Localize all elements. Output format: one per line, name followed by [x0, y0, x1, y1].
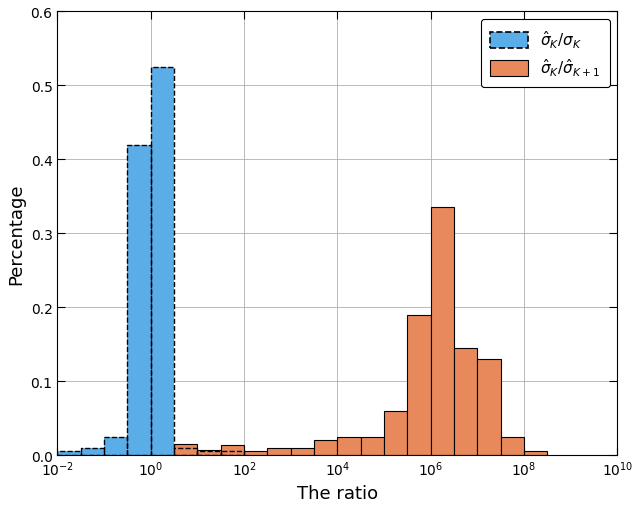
Bar — [221, 451, 244, 455]
Bar — [197, 450, 221, 455]
Y-axis label: Percentage: Percentage — [7, 183, 25, 285]
Bar — [104, 437, 127, 455]
Bar — [524, 451, 547, 455]
Bar — [314, 440, 337, 455]
Bar — [337, 437, 361, 455]
Bar — [174, 448, 197, 455]
Bar — [477, 359, 500, 455]
Bar — [174, 444, 197, 455]
Bar — [291, 448, 314, 455]
Bar — [81, 448, 104, 455]
Bar — [58, 451, 81, 455]
Bar — [174, 448, 197, 455]
Legend: $\hat{\sigma}_K/\sigma_K$, $\hat{\sigma}_K/\hat{\sigma}_{K+1}$: $\hat{\sigma}_K/\sigma_K$, $\hat{\sigma}… — [481, 20, 610, 88]
Bar — [127, 145, 150, 455]
Bar — [197, 451, 221, 455]
Bar — [407, 315, 431, 455]
Bar — [244, 451, 268, 455]
Bar — [268, 448, 291, 455]
Bar — [384, 411, 407, 455]
Bar — [81, 448, 104, 455]
Bar — [221, 451, 244, 455]
X-axis label: The ratio: The ratio — [297, 484, 378, 502]
Bar — [150, 68, 174, 455]
Bar — [58, 451, 81, 455]
Bar — [104, 437, 127, 455]
Bar — [431, 208, 454, 455]
Bar — [361, 437, 384, 455]
Bar — [454, 348, 477, 455]
Bar — [197, 451, 221, 455]
Bar — [150, 68, 174, 455]
Bar — [221, 445, 244, 455]
Bar — [500, 437, 524, 455]
Bar — [127, 145, 150, 455]
